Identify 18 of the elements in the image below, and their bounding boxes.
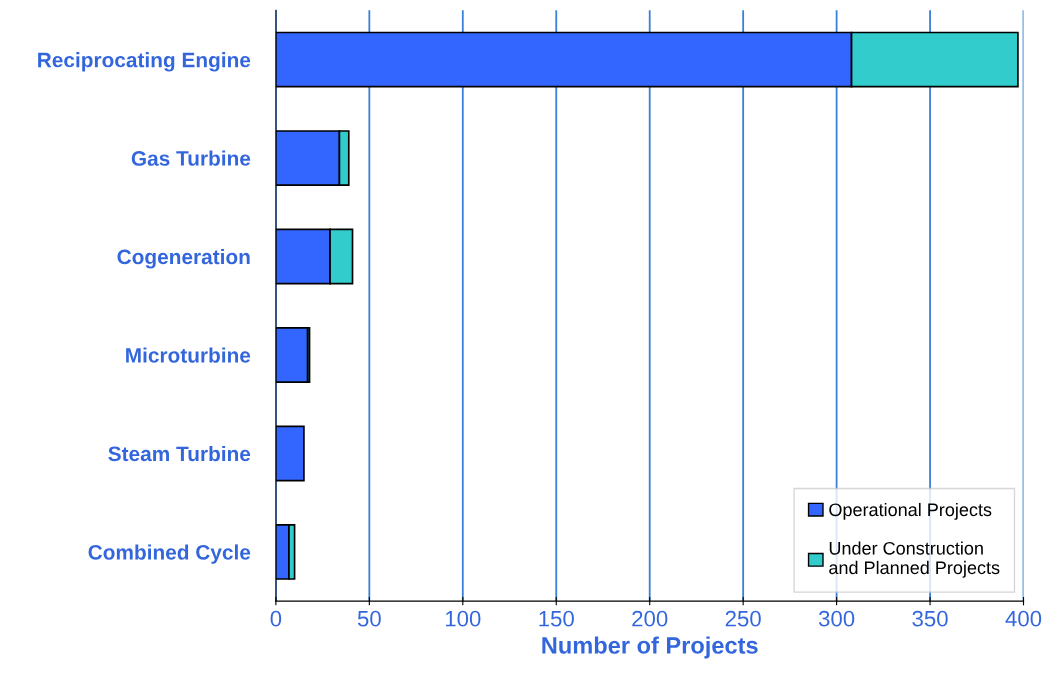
- x-tick-label: 50: [357, 610, 381, 627]
- x-tick-label: 400: [1005, 610, 1042, 627]
- x-tick-label: 200: [632, 610, 668, 627]
- x-tick-label: 0: [270, 610, 282, 627]
- x-tick-label: 100: [445, 610, 481, 627]
- x-axis-title: Number of Projects: [542, 636, 758, 659]
- x-tick-label: 350: [912, 610, 948, 627]
- legend-label: Under Construction and Planned Projects: [829, 541, 1000, 578]
- y-tick-label: Cogeneration: [117, 248, 250, 269]
- y-tick-label: Reciprocating Engine: [38, 52, 251, 72]
- y-tick-label: Gas Turbine: [131, 150, 251, 166]
- x-tick-label: 150: [539, 610, 574, 627]
- legend-label: Operational Projects: [829, 502, 992, 520]
- x-tick-label: 250: [725, 610, 761, 627]
- y-tick-label: Steam Turbine: [108, 445, 251, 462]
- x-tick-label: 300: [818, 610, 855, 627]
- y-tick-label: Microturbine: [126, 347, 251, 363]
- y-tick-label: Combined Cycle: [88, 544, 251, 564]
